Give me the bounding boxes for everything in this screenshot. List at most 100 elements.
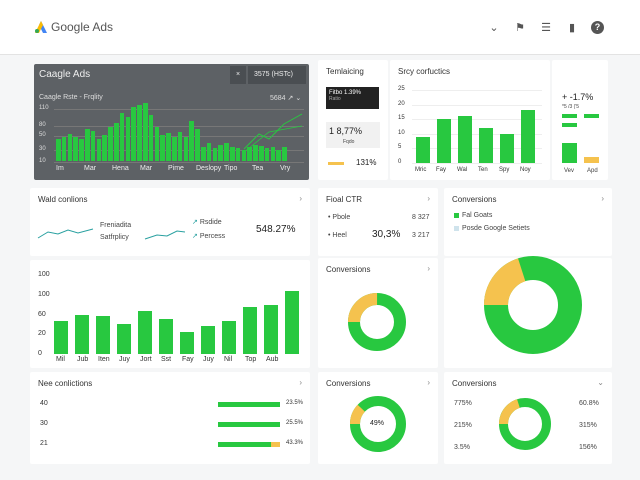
- overview-value-select[interactable]: 5684 ↗ ⌄: [270, 95, 302, 102]
- big-bar: [243, 306, 257, 354]
- overview-bar: [253, 145, 258, 161]
- templating-orange-bar: [328, 162, 344, 165]
- big-x-label: Top: [245, 356, 257, 363]
- overview-title: Caagle Ads: [39, 69, 91, 80]
- delta-bar-5: [584, 157, 599, 163]
- scry-gridline: [412, 148, 542, 150]
- scry-title: Srcy corfuctics: [398, 67, 451, 76]
- legend-2-text: Posde Google Setiets: [462, 225, 530, 232]
- big-x-label: Aub: [266, 356, 279, 363]
- weld-label-4: ↗ Percess: [192, 232, 225, 240]
- overview-subtitle: Caagle Rste - Frqlity: [39, 94, 103, 101]
- overview-bar: [148, 114, 154, 161]
- overview-bar: [61, 137, 67, 161]
- big-bar: [285, 290, 299, 354]
- new-conversions-title: Nee conlictions: [38, 379, 93, 388]
- overview-bar: [230, 146, 235, 161]
- overview-bar: [90, 130, 96, 161]
- scry-y-tick: 5: [398, 144, 402, 151]
- overview-y-tick: 50: [39, 132, 46, 138]
- scry-gridline: [412, 90, 542, 91]
- scry-bar: [479, 127, 493, 163]
- legend-1-text: Fal Goats: [462, 212, 493, 219]
- chevron-down-icon[interactable]: ⌄: [597, 378, 604, 387]
- chevron-right-icon[interactable]: ›: [427, 378, 430, 387]
- check-icon: ↗: [192, 219, 198, 226]
- overview-bar: [218, 145, 223, 161]
- chevron-right-icon[interactable]: ›: [427, 194, 430, 203]
- scry-x-label: Fay: [436, 167, 447, 173]
- scry-gridline: [412, 119, 542, 121]
- scry-gridline: [412, 163, 542, 164]
- scry-bar: [500, 133, 514, 163]
- conversions-mid-donut: [348, 293, 406, 351]
- scry-gridline: [412, 133, 542, 135]
- conversions-bottom2-donut: [499, 398, 551, 450]
- final-ctr-card: Fioal CTR › • Pbole 8 327 • Heel 30,3% 3…: [318, 188, 438, 256]
- overview-bar: [282, 147, 287, 161]
- chevron-right-icon[interactable]: ›: [601, 194, 604, 203]
- overview-bar: [102, 135, 107, 161]
- big-x-label: Mil: [56, 356, 65, 363]
- scry-y-tick: 15: [398, 115, 405, 122]
- check-icon: ↗: [192, 233, 198, 240]
- overview-bar: [160, 134, 165, 161]
- big-bar: [117, 323, 131, 354]
- conversions-bottom2-title: Conversions: [452, 379, 497, 388]
- templating-value: 1 8,77%: [329, 126, 363, 136]
- big-bar: [201, 325, 215, 354]
- scry-x-label: Spy: [499, 167, 510, 173]
- conv2-right-2: 315%: [579, 422, 597, 429]
- delta-card: + -1.7% *5 /3 ('5 Vev Apd: [552, 60, 608, 180]
- overview-bar: [270, 146, 276, 161]
- templating-value-box: [326, 122, 380, 148]
- weld-label-3: ↗ Rsdide: [192, 218, 222, 226]
- templating-badge[interactable]: Fitbo 1.39% Ratio: [326, 87, 379, 109]
- new-conv-row-value: 23.5%: [286, 400, 304, 406]
- overview-tab[interactable]: 3575 (HSTc): [248, 66, 306, 84]
- badge-line2: Ratio: [329, 96, 341, 102]
- flag-icon[interactable]: ⚑: [515, 21, 525, 34]
- overview-x-label: Im: [56, 165, 64, 172]
- conversions-bottom-donut: [350, 396, 406, 452]
- overview-bar: [125, 117, 131, 161]
- conv2-right-1: 60.8%: [579, 400, 599, 407]
- help-icon[interactable]: ?: [591, 20, 604, 34]
- chevron-down-icon[interactable]: ⌄: [489, 21, 499, 34]
- chevron-right-icon[interactable]: ›: [299, 378, 302, 387]
- scry-y-tick: 20: [398, 100, 405, 107]
- overview-gridline: [54, 126, 304, 127]
- donut-orange-segment: [499, 398, 551, 450]
- overview-bar: [114, 122, 119, 161]
- legend-swatch-blue: [454, 225, 459, 231]
- big-bar: [222, 320, 236, 354]
- big-y-tick: 0: [38, 350, 42, 357]
- chevron-right-icon[interactable]: ›: [427, 264, 430, 273]
- new-conv-row-fill: [218, 422, 280, 427]
- overview-y-tick: 80: [39, 122, 46, 128]
- close-tab-button[interactable]: ×: [230, 66, 246, 84]
- conv2-left-2: 215%: [454, 422, 472, 429]
- delta-bar-2: [584, 114, 599, 118]
- weld-title: Wald conlions: [38, 195, 88, 204]
- overview-trend-line: [243, 113, 303, 153]
- scry-x-label: Ten: [478, 167, 488, 173]
- overview-bar: [56, 138, 61, 161]
- overview-bar: [224, 143, 229, 161]
- new-conv-row-fill: [218, 402, 280, 407]
- legend-swatch-green: [454, 212, 459, 218]
- big-bar: [54, 320, 68, 354]
- overview-bar: [172, 137, 177, 161]
- final-ctr-row2-extra: 3 217: [412, 232, 430, 239]
- conversions-mid-title: Conversions: [326, 265, 371, 274]
- folder-icon[interactable]: ▮: [568, 21, 576, 34]
- big-x-label: Sst: [161, 356, 172, 363]
- menu-icon[interactable]: ☰: [541, 21, 551, 34]
- chevron-right-icon[interactable]: ›: [299, 194, 302, 203]
- big-x-label: Iten: [98, 356, 110, 363]
- overview-bar: [108, 127, 113, 161]
- conversions-bottom2-card: Conversions ⌄ 775% 215% 3.5% 60.8% 315% …: [444, 372, 612, 464]
- overview-bar: [264, 148, 270, 161]
- overview-bar: [206, 143, 212, 161]
- google-ads-logo[interactable]: Google Ads: [35, 20, 113, 34]
